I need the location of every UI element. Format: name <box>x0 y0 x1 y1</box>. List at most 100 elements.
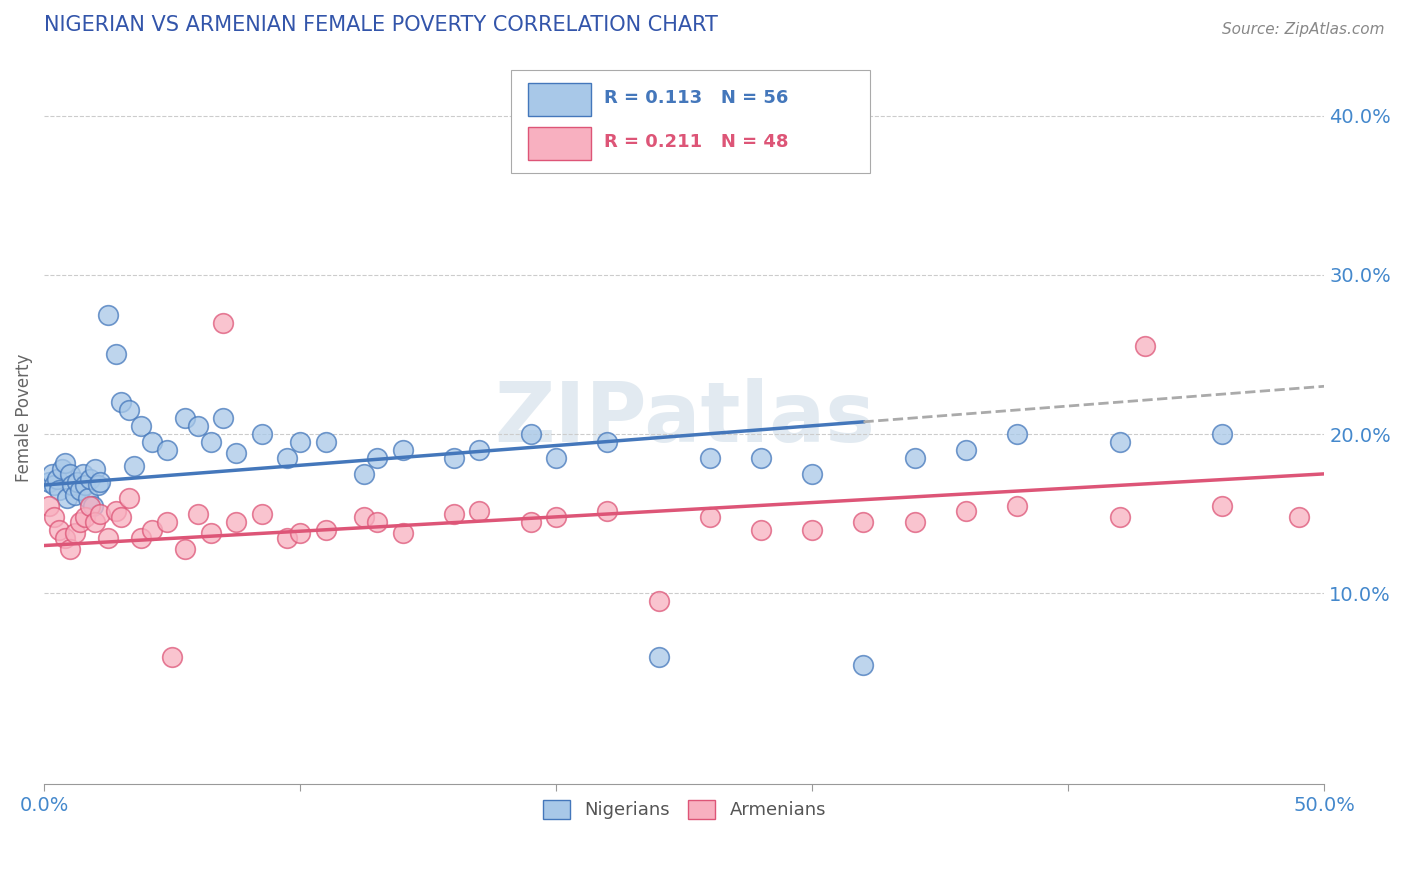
Point <box>1005 427 1028 442</box>
Point <box>72 467 94 481</box>
Point <box>104 347 127 361</box>
Point <box>353 509 375 524</box>
Point <box>200 435 222 450</box>
Point <box>60 478 83 492</box>
Point <box>749 450 772 465</box>
Point <box>75 509 97 524</box>
Point <box>48 523 70 537</box>
Point <box>174 411 197 425</box>
Point <box>156 515 179 529</box>
Point <box>38 499 60 513</box>
Point <box>87 478 110 492</box>
Legend: Nigerians, Armenians: Nigerians, Armenians <box>536 793 834 827</box>
Point <box>56 491 79 505</box>
Point <box>749 523 772 537</box>
Point <box>122 458 145 473</box>
Point <box>366 515 388 529</box>
Point <box>187 419 209 434</box>
Point <box>647 650 669 665</box>
Point <box>59 541 82 556</box>
Point <box>852 657 875 672</box>
Point <box>1211 427 1233 442</box>
Point <box>48 483 70 497</box>
Text: NIGERIAN VS ARMENIAN FEMALE POVERTY CORRELATION CHART: NIGERIAN VS ARMENIAN FEMALE POVERTY CORR… <box>44 15 718 35</box>
Point <box>443 507 465 521</box>
Point <box>212 316 235 330</box>
Point <box>97 531 120 545</box>
Point <box>443 450 465 465</box>
Point <box>44 478 66 492</box>
Point <box>288 525 311 540</box>
Point <box>366 450 388 465</box>
Point <box>53 531 76 545</box>
Point <box>84 462 107 476</box>
Point <box>353 467 375 481</box>
FancyBboxPatch shape <box>529 83 591 116</box>
Point <box>647 594 669 608</box>
Point <box>41 467 63 481</box>
Text: ZIPatlas: ZIPatlas <box>494 377 875 458</box>
Point <box>117 491 139 505</box>
Point <box>79 499 101 513</box>
Point <box>288 435 311 450</box>
Point <box>250 427 273 442</box>
Point <box>104 503 127 517</box>
Point <box>801 467 824 481</box>
Text: R = 0.113   N = 56: R = 0.113 N = 56 <box>603 89 787 107</box>
Point <box>53 456 76 470</box>
Point <box>904 515 927 529</box>
Y-axis label: Female Poverty: Female Poverty <box>15 354 32 483</box>
Point <box>76 491 98 505</box>
Point <box>1288 509 1310 524</box>
Point <box>110 395 132 409</box>
Point <box>110 509 132 524</box>
Point <box>596 503 619 517</box>
Point <box>391 442 413 457</box>
Point <box>955 442 977 457</box>
Point <box>160 650 183 665</box>
Point <box>1005 499 1028 513</box>
Point <box>63 525 86 540</box>
Point <box>391 525 413 540</box>
Point <box>225 446 247 460</box>
Point <box>315 435 337 450</box>
Point <box>89 507 111 521</box>
Point <box>51 462 73 476</box>
Point <box>212 411 235 425</box>
FancyBboxPatch shape <box>529 128 591 160</box>
Point <box>59 467 82 481</box>
Point <box>904 450 927 465</box>
Point <box>79 472 101 486</box>
Point <box>187 507 209 521</box>
Point <box>156 442 179 457</box>
Point <box>1108 435 1130 450</box>
Text: R = 0.211   N = 48: R = 0.211 N = 48 <box>603 133 789 151</box>
Point <box>69 515 91 529</box>
Point <box>174 541 197 556</box>
Point <box>468 442 491 457</box>
Point <box>84 515 107 529</box>
FancyBboxPatch shape <box>512 70 870 173</box>
Point <box>69 483 91 497</box>
Point <box>1133 339 1156 353</box>
Point <box>131 419 153 434</box>
Point <box>250 507 273 521</box>
Point <box>141 435 163 450</box>
Point <box>546 509 568 524</box>
Point <box>276 531 298 545</box>
Point <box>468 503 491 517</box>
Point <box>44 509 66 524</box>
Point <box>276 450 298 465</box>
Point <box>117 403 139 417</box>
Point <box>801 523 824 537</box>
Point <box>546 450 568 465</box>
Point <box>225 515 247 529</box>
Point <box>852 515 875 529</box>
Point <box>1108 509 1130 524</box>
Point <box>63 487 86 501</box>
Point <box>45 472 67 486</box>
Point <box>1211 499 1233 513</box>
Point <box>75 478 97 492</box>
Point <box>38 475 60 489</box>
Point <box>200 525 222 540</box>
